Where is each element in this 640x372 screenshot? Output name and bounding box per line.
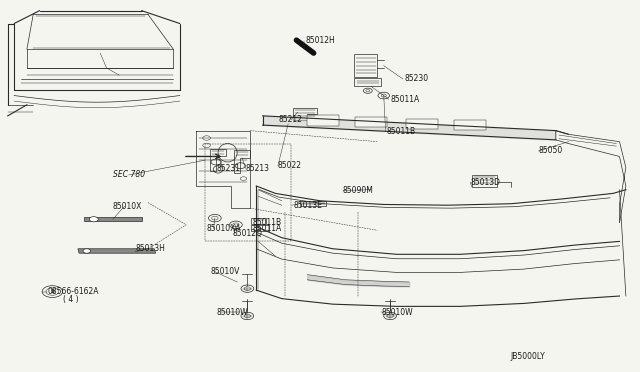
- Text: JB5000LY: JB5000LY: [510, 352, 545, 361]
- Text: 85231: 85231: [216, 164, 240, 173]
- Text: 85011B: 85011B: [252, 218, 282, 227]
- Text: SEC 780: SEC 780: [113, 170, 145, 179]
- Polygon shape: [84, 217, 141, 221]
- Text: 85012Q: 85012Q: [233, 230, 262, 238]
- Text: 85010W: 85010W: [217, 308, 248, 317]
- Text: 85012H: 85012H: [306, 36, 336, 45]
- Circle shape: [83, 249, 91, 253]
- Text: 85011A: 85011A: [390, 95, 419, 104]
- Text: 08566-6162A: 08566-6162A: [47, 287, 99, 296]
- FancyBboxPatch shape: [454, 120, 486, 130]
- Polygon shape: [78, 249, 156, 253]
- FancyBboxPatch shape: [307, 115, 339, 126]
- Text: 85010X: 85010X: [113, 202, 142, 211]
- Text: 85212: 85212: [278, 115, 303, 124]
- Ellipse shape: [218, 144, 237, 162]
- Text: S: S: [51, 289, 54, 294]
- Text: 85011B: 85011B: [387, 127, 415, 136]
- Text: 85010V: 85010V: [211, 267, 240, 276]
- Text: 85230: 85230: [404, 74, 429, 83]
- FancyBboxPatch shape: [406, 119, 438, 129]
- Text: 85013E: 85013E: [293, 201, 322, 210]
- Ellipse shape: [213, 166, 223, 173]
- Text: 85010W: 85010W: [381, 308, 413, 317]
- Text: 85013D: 85013D: [470, 178, 500, 187]
- Text: 85011A: 85011A: [252, 224, 282, 233]
- Text: 85010XA: 85010XA: [207, 224, 241, 233]
- FancyBboxPatch shape: [355, 117, 387, 127]
- Text: 85050: 85050: [539, 147, 563, 155]
- Text: 85213: 85213: [246, 164, 269, 173]
- Text: 85022: 85022: [278, 161, 302, 170]
- Text: ( 4 ): ( 4 ): [63, 295, 79, 304]
- Text: 85090M: 85090M: [343, 186, 374, 195]
- Text: 85013H: 85013H: [135, 244, 165, 253]
- Circle shape: [90, 217, 99, 222]
